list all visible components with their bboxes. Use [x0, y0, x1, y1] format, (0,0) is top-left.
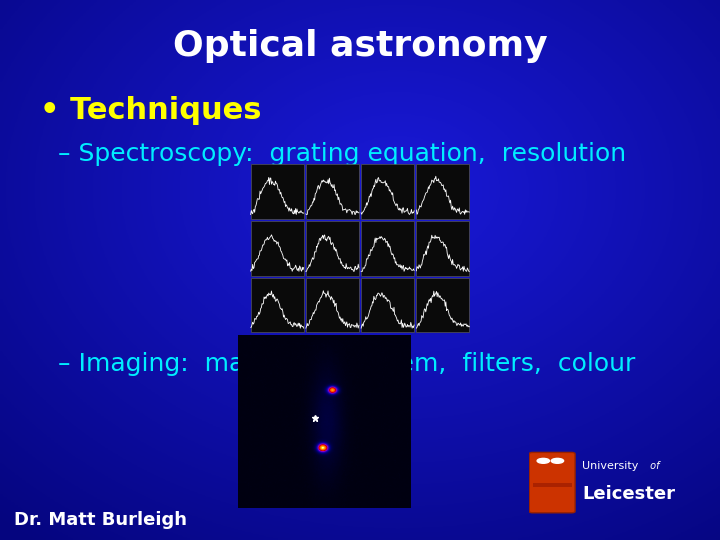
Bar — [306, 164, 359, 219]
Bar — [533, 483, 572, 487]
Text: Leicester: Leicester — [582, 485, 675, 503]
Text: – Imaging:  magnitude system,  filters,  colour: – Imaging: magnitude system, filters, co… — [58, 353, 635, 376]
Bar — [251, 278, 304, 333]
Bar — [416, 278, 469, 333]
Text: of: of — [647, 461, 660, 471]
Circle shape — [552, 458, 564, 463]
Text: • Techniques: • Techniques — [40, 96, 261, 125]
Bar — [361, 278, 414, 333]
Bar — [361, 164, 414, 219]
Text: Optical astronomy: Optical astronomy — [173, 29, 547, 63]
Bar — [251, 164, 304, 219]
Bar — [416, 164, 469, 219]
Bar — [251, 221, 304, 275]
FancyBboxPatch shape — [529, 453, 575, 513]
Bar — [361, 221, 414, 275]
Text: – Spectroscopy:  grating equation,  resolution: – Spectroscopy: grating equation, resolu… — [58, 142, 626, 166]
Bar — [416, 221, 469, 275]
Text: University: University — [582, 461, 639, 471]
Bar — [306, 278, 359, 333]
Bar — [306, 221, 359, 275]
Text: Dr. Matt Burleigh: Dr. Matt Burleigh — [14, 511, 187, 529]
Circle shape — [537, 458, 549, 463]
